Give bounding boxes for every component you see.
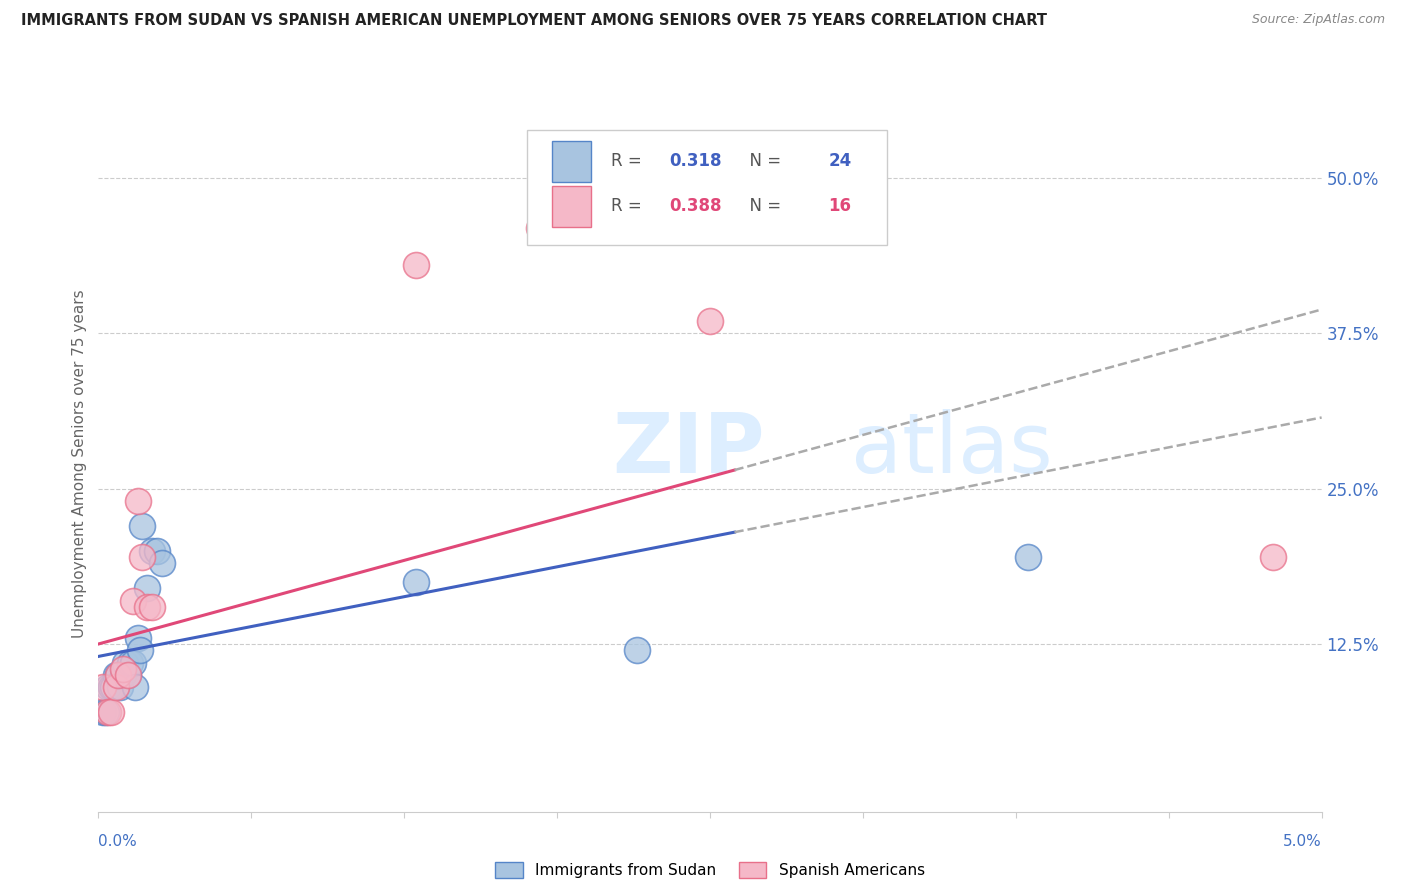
Text: 0.318: 0.318 (669, 153, 723, 170)
Text: ZIP: ZIP (612, 409, 765, 491)
Legend: Immigrants from Sudan, Spanish Americans: Immigrants from Sudan, Spanish Americans (489, 856, 931, 884)
Point (146, 543, 169, 558)
Text: Source: ZipAtlas.com: Source: ZipAtlas.com (1251, 13, 1385, 27)
Y-axis label: Unemployment Among Seniors over 75 years: Unemployment Among Seniors over 75 years (72, 290, 87, 638)
FancyBboxPatch shape (553, 186, 592, 227)
Text: 0.388: 0.388 (669, 197, 723, 215)
Point (94, 706, 117, 720)
Text: R =: R = (612, 197, 647, 215)
Point (104, 668, 127, 682)
Point (136, 581, 159, 595)
Point (97, 706, 120, 720)
Point (111, 668, 134, 682)
Point (150, 556, 173, 570)
Text: N =: N = (740, 153, 787, 170)
Point (107, 668, 129, 682)
Point (97, 681, 120, 695)
Point (1017, 549, 1039, 564)
Point (91, 681, 114, 695)
Point (127, 631, 149, 645)
Text: atlas: atlas (851, 409, 1053, 491)
FancyBboxPatch shape (553, 141, 592, 182)
Point (100, 706, 122, 720)
Text: 0.0%: 0.0% (98, 834, 138, 849)
Point (405, 574, 427, 589)
Text: N =: N = (740, 197, 787, 215)
Point (124, 681, 146, 695)
Point (131, 519, 153, 533)
Point (104, 681, 127, 695)
Point (141, 599, 163, 614)
Point (141, 543, 163, 558)
Point (114, 656, 136, 670)
Point (120, 656, 142, 670)
Point (110, 681, 132, 695)
Point (527, 220, 550, 235)
Point (131, 549, 153, 564)
Point (699, 314, 721, 328)
Point (117, 668, 139, 682)
Point (121, 656, 143, 670)
Point (117, 668, 139, 682)
Point (100, 681, 122, 695)
Point (626, 643, 648, 657)
Point (121, 593, 143, 607)
Point (111, 662, 134, 676)
Text: 5.0%: 5.0% (1282, 834, 1322, 849)
Point (127, 494, 149, 508)
Point (405, 258, 427, 272)
Text: R =: R = (612, 153, 647, 170)
Point (1261, 549, 1284, 564)
Text: 24: 24 (828, 153, 852, 170)
Point (136, 599, 159, 614)
Text: 16: 16 (828, 197, 852, 215)
Point (101, 681, 124, 695)
Text: IMMIGRANTS FROM SUDAN VS SPANISH AMERICAN UNEMPLOYMENT AMONG SENIORS OVER 75 YEA: IMMIGRANTS FROM SUDAN VS SPANISH AMERICA… (21, 13, 1047, 29)
Point (107, 668, 129, 682)
FancyBboxPatch shape (526, 130, 887, 244)
Point (129, 643, 152, 657)
Point (91, 706, 114, 720)
